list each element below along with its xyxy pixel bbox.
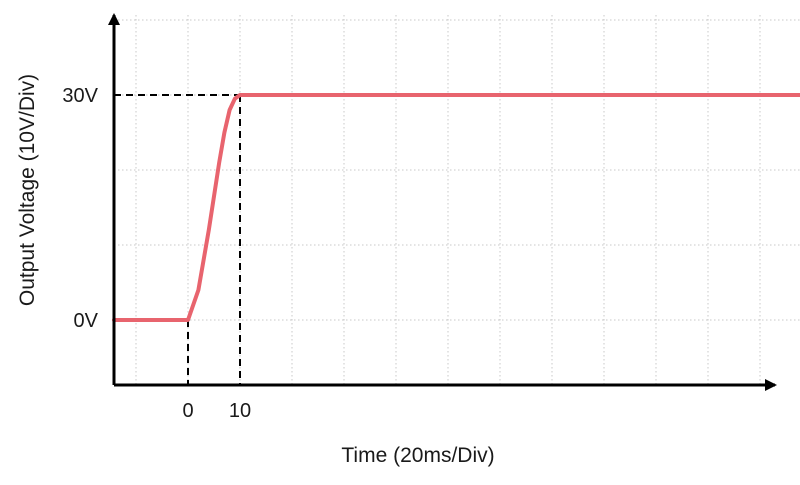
y-tick-labels: 0V 30V [62, 85, 98, 332]
x-tick-label: 10 [229, 400, 251, 422]
grid [114, 15, 800, 385]
x-axis-title: Time (20ms/Div) [341, 444, 494, 467]
reference-lines [114, 94, 241, 385]
voltage-trace [112, 93, 800, 322]
y-tick-label: 30V [62, 85, 98, 107]
y-axis-title: Output Voltage (10V/Div) [16, 74, 39, 306]
x-tick-label: 0 [182, 400, 193, 422]
x-tick-labels: 0 10 [182, 400, 251, 422]
y-tick-label: 0V [74, 310, 99, 332]
